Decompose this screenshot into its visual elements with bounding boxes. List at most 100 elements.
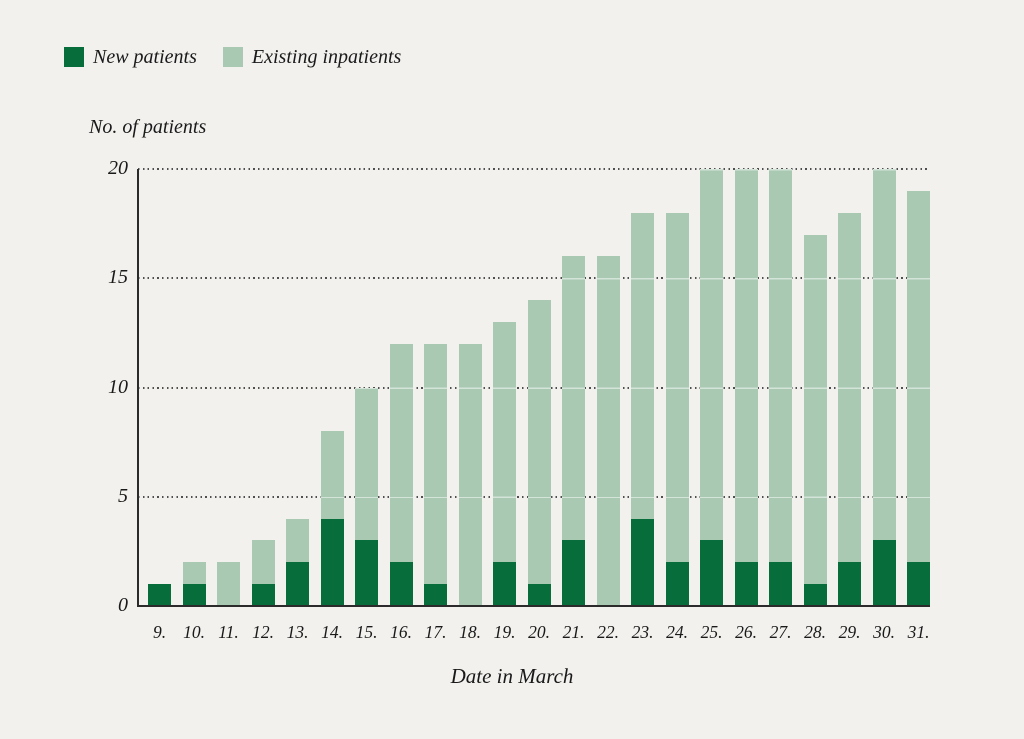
bar-segment-existing-inpatients xyxy=(458,343,482,606)
bar-segment-new-patients xyxy=(734,562,758,606)
bar-segment-existing-inpatients xyxy=(769,169,792,563)
y-tick-label: 5 xyxy=(118,484,128,507)
bar-segment-existing-inpatients xyxy=(562,256,585,541)
bar-segment-new-patients xyxy=(493,562,516,606)
bar-segment-new-patients xyxy=(320,518,344,606)
x-tick-label: 25. xyxy=(700,622,723,642)
x-tick-label: 19. xyxy=(493,622,516,642)
bar-segment-existing-inpatients xyxy=(424,343,447,585)
bar-25-march xyxy=(700,169,723,606)
x-tick-label: 26. xyxy=(735,622,757,642)
bar-segment-existing-inpatients xyxy=(320,431,344,519)
bar-segment-new-patients xyxy=(631,518,654,606)
bar-17-march xyxy=(424,343,447,606)
legend-swatch-icon xyxy=(64,47,84,67)
x-tick-label: 22. xyxy=(597,622,619,642)
x-tick-label: 13. xyxy=(286,622,309,642)
x-tick-label: 10. xyxy=(183,622,205,642)
bar-14-march xyxy=(320,431,344,606)
bar-segment-existing-inpatients xyxy=(838,212,861,563)
x-tick-label: 18. xyxy=(459,622,481,642)
legend-item: New patients xyxy=(64,46,197,68)
bar-19-march xyxy=(493,321,516,606)
bar-27-march xyxy=(769,169,792,606)
bar-18-march xyxy=(458,343,482,606)
x-tick-label: 14. xyxy=(321,622,343,642)
x-axis-title: Date in March xyxy=(450,664,574,688)
legend-label: New patients xyxy=(93,46,197,68)
x-tick-label: 15. xyxy=(355,622,378,642)
y-tick-label: 0 xyxy=(118,594,128,617)
bar-segment-new-patients xyxy=(286,562,309,606)
bar-segment-existing-inpatients xyxy=(355,387,378,541)
y-axis-line xyxy=(137,169,139,607)
bar-segment-new-patients xyxy=(769,562,792,606)
bar-segment-existing-inpatients xyxy=(872,169,896,541)
bar-12-march xyxy=(251,540,275,606)
bar-segment-existing-inpatients xyxy=(734,169,758,563)
bar-segment-new-patients xyxy=(700,540,723,606)
bar-segment-new-patients xyxy=(527,584,551,606)
bar-segment-new-patients xyxy=(389,562,413,606)
bar-segment-new-patients xyxy=(355,540,378,606)
bar-segment-new-patients xyxy=(665,562,689,606)
legend-swatch-icon xyxy=(222,47,243,67)
bar-segment-new-patients xyxy=(424,584,447,606)
x-tick-label: 29. xyxy=(838,622,861,642)
bar-segment-new-patients xyxy=(803,584,827,606)
x-tick-label: 16. xyxy=(390,622,412,642)
bar-segment-existing-inpatients xyxy=(803,234,827,585)
x-tick-label: 21. xyxy=(562,622,585,642)
bar-28-march xyxy=(803,234,827,606)
legend: New patients Existing inpatients xyxy=(64,46,427,68)
bar-segment-existing-inpatients xyxy=(389,343,413,563)
bar-segment-existing-inpatients xyxy=(182,562,206,585)
bar-segment-new-patients xyxy=(907,562,930,606)
x-tick-label: 31. xyxy=(907,622,930,642)
bar-segment-existing-inpatients xyxy=(251,540,275,585)
bar-segment-new-patients xyxy=(872,540,896,606)
bar-10-march xyxy=(182,562,206,606)
bar-13-march xyxy=(286,518,309,606)
bar-segment-new-patients xyxy=(251,584,275,606)
bar-segment-existing-inpatients xyxy=(286,518,309,563)
bar-26-march xyxy=(734,169,758,606)
x-tick-label: 24. xyxy=(666,622,688,642)
gridline xyxy=(138,168,930,170)
x-tick-label: 23. xyxy=(631,622,654,642)
y-axis-title: No. of patients xyxy=(89,116,207,138)
bar-16-march xyxy=(389,343,413,606)
bar-23-march xyxy=(631,212,654,606)
bar-segment-new-patients xyxy=(148,584,171,606)
y-tick-label: 15 xyxy=(108,266,128,289)
x-tick-label: 20. xyxy=(528,622,550,642)
x-axis-line xyxy=(137,605,930,607)
bar-20-march xyxy=(527,300,551,606)
bar-31-march xyxy=(907,190,930,606)
bar-segment-existing-inpatients xyxy=(596,256,620,606)
bar-segment-existing-inpatients xyxy=(527,300,551,585)
y-tick-label: 10 xyxy=(108,375,128,398)
x-tick-label: 9. xyxy=(152,622,167,642)
x-tick-label: 28. xyxy=(804,622,826,642)
x-tick-label: 17. xyxy=(424,622,447,642)
bar-segment-new-patients xyxy=(562,540,585,606)
x-tick-label: 12. xyxy=(252,622,274,642)
bar-29-march xyxy=(838,212,861,606)
bar-segment-existing-inpatients xyxy=(700,169,723,541)
x-tick-label: 11. xyxy=(218,622,239,642)
bar-segment-existing-inpatients xyxy=(217,562,240,606)
bar-30-march xyxy=(872,169,896,606)
bar-11-march xyxy=(217,562,240,606)
bar-24-march xyxy=(665,212,689,606)
bar-21-march xyxy=(562,256,585,606)
bar-segment-existing-inpatients xyxy=(631,212,654,519)
bar-22-march xyxy=(596,256,620,606)
legend-item: Existing inpatients xyxy=(222,46,401,68)
bar-segment-existing-inpatients xyxy=(493,321,516,563)
bar-segment-new-patients xyxy=(838,562,861,606)
bar-segment-existing-inpatients xyxy=(907,190,930,563)
gridline xyxy=(138,277,930,280)
bar-segment-existing-inpatients xyxy=(665,212,689,563)
